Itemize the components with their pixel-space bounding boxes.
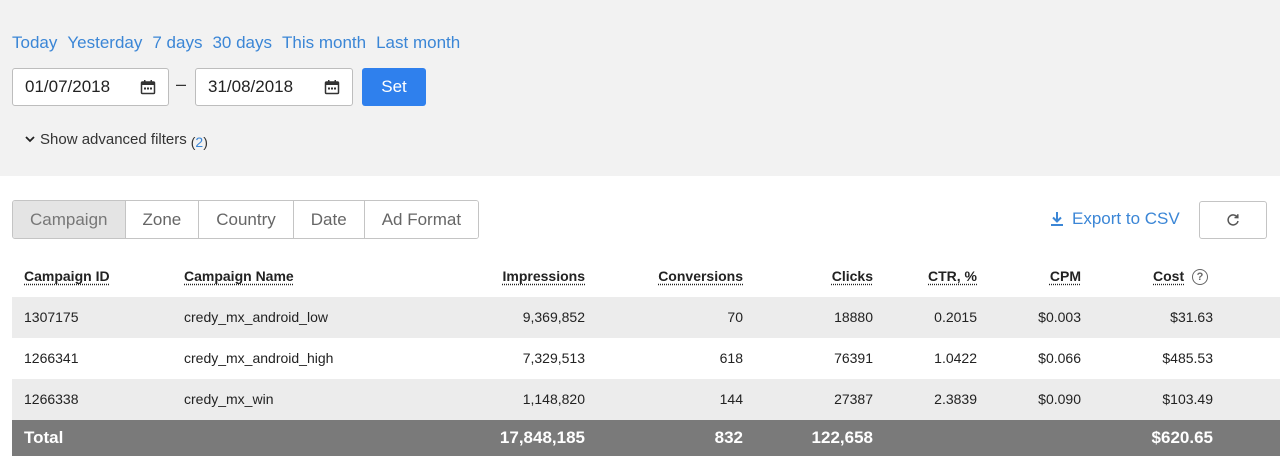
cell-impressions: 7,329,513 [522,350,585,366]
tab-date[interactable]: Date [293,201,365,238]
cell-cost: $31.63 [1170,309,1213,325]
cell-cpm: $0.003 [1038,309,1081,325]
column-cpm[interactable]: CPM [1049,268,1081,284]
total-cost: $620.65 [1151,428,1213,447]
download-icon [1051,212,1063,226]
date-to-input[interactable]: 31/08/2018 [195,68,353,106]
refresh-button[interactable] [1199,201,1267,239]
advanced-filters-count: (2) [190,134,208,150]
cell-conversions: 618 [719,350,743,366]
cell-cpm: $0.066 [1038,350,1081,366]
date-range-separator: – [176,74,187,94]
column-campaign-name[interactable]: Campaign Name [184,268,294,284]
column-clicks[interactable]: Clicks [831,268,873,284]
calendar-icon[interactable] [324,79,340,95]
column-cost[interactable]: Cost [1153,268,1185,284]
cell-clicks: 27387 [834,391,873,407]
date-presets: Today Yesterday 7 days 30 days This mont… [12,33,460,53]
cell-cost: $485.53 [1162,350,1213,366]
column-campaign-id[interactable]: Campaign ID [24,268,110,284]
refresh-icon [1227,214,1239,226]
tab-campaign[interactable]: Campaign [13,201,126,238]
advanced-filters-count-value: 2 [195,134,204,150]
column-conversions[interactable]: Conversions [658,268,743,284]
cell-cpm: $0.090 [1038,391,1081,407]
preset-last-month[interactable]: Last month [376,33,461,52]
filter-panel: Today Yesterday 7 days 30 days This mont… [0,0,1280,176]
cell-campaign-name: credy_mx_android_low [184,309,328,325]
cell-ctr: 2.3839 [934,391,977,407]
date-to-value: 31/08/2018 [208,77,294,96]
table-header: Campaign ID Campaign Name Impressions Co… [12,262,1280,296]
calendar-icon[interactable] [140,79,156,95]
total-impressions: 17,848,185 [499,428,585,447]
help-icon[interactable]: ? [1192,269,1208,285]
export-csv-label: Export to CSV [1072,209,1180,228]
cell-campaign-id: 1266338 [24,391,79,407]
preset-today[interactable]: Today [12,33,58,52]
tab-ad-format[interactable]: Ad Format [364,201,479,238]
cell-campaign-name: credy_mx_android_high [184,350,334,366]
cell-ctr: 1.0422 [934,350,977,366]
advanced-filters-toggle[interactable]: Show advanced filters (2) [24,128,208,150]
chevron-down-icon [25,136,35,143]
advanced-filters-label: Show advanced filters [40,130,187,148]
preset-7-days[interactable]: 7 days [152,33,203,52]
preset-yesterday[interactable]: Yesterday [67,33,143,52]
cell-conversions: 70 [727,309,743,325]
preset-30-days[interactable]: 30 days [212,33,272,52]
cell-campaign-name: credy_mx_win [184,391,274,407]
cell-conversions: 144 [719,391,743,407]
table-row: 1266341 credy_mx_android_high 7,329,513 … [12,338,1280,379]
export-csv-button[interactable]: Export to CSV [1050,209,1180,229]
cell-cost: $103.49 [1162,391,1213,407]
group-by-tabs: Campaign Zone Country Date Ad Format [12,200,480,239]
total-label: Total [24,428,64,447]
date-from-input[interactable]: 01/07/2018 [12,68,169,106]
total-clicks: 122,658 [811,428,873,447]
cell-ctr: 0.2015 [934,309,977,325]
cell-clicks: 18880 [834,309,873,325]
table-row: 1307175 credy_mx_android_low 9,369,852 7… [12,297,1280,338]
preset-this-month[interactable]: This month [282,33,367,52]
cell-impressions: 1,148,820 [522,391,585,407]
set-button[interactable]: Set [362,68,426,106]
date-from-value: 01/07/2018 [25,77,111,96]
cell-campaign-id: 1266341 [24,350,79,366]
total-row: Total 17,848,185 832 122,658 $620.65 [12,420,1280,456]
cell-impressions: 9,369,852 [522,309,585,325]
cell-clicks: 76391 [834,350,873,366]
tab-zone[interactable]: Zone [125,201,200,238]
column-impressions[interactable]: Impressions [502,268,585,284]
cell-campaign-id: 1307175 [24,309,79,325]
column-ctr[interactable]: CTR, % [928,268,977,284]
table-row: 1266338 credy_mx_win 1,148,820 144 27387… [12,379,1280,420]
total-conversions: 832 [714,428,743,447]
tab-country[interactable]: Country [199,201,294,238]
